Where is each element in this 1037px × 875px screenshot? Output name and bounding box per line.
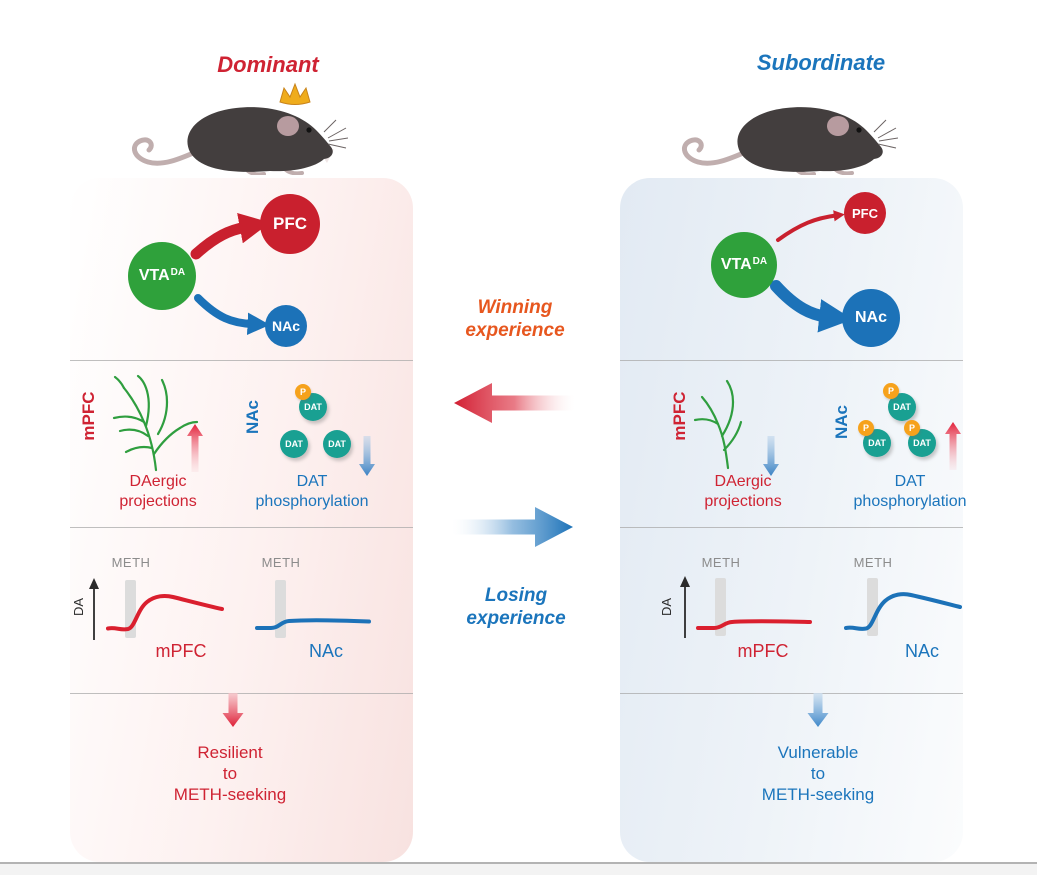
vta-label: VTA [138,267,170,284]
mpfc-region-label: mPFC [79,391,98,441]
meth-label: METH [111,555,151,570]
dat-molecule: DAT [888,393,916,421]
dat-molecule: DAT [280,430,308,458]
nac-graph-label: NAc [308,641,343,661]
pfc-circle: PFC [844,192,886,234]
decrease-arrow-icon [359,436,375,476]
meth-label: METH [853,555,893,570]
daergic-caption: DAergic projections [119,473,197,510]
daergic-caption: DAergic projections [704,473,782,510]
section-divider [620,360,963,361]
section-divider [620,693,963,694]
vta-superscript: DA [170,266,186,278]
outcome-text: Resilient to METH-seeking [173,743,287,804]
meth-injection-bar [125,580,136,638]
da-axis-label: DA [659,597,674,617]
winning-experience-label: Winning experience [465,297,565,341]
nac-circle: NAc [842,289,900,347]
dominant-mouse-icon [131,82,348,175]
vta-to-nac-arrow [770,280,853,333]
bottom-border-line [0,862,1037,864]
vta-superscript: DA [752,255,768,267]
crown-icon [279,82,311,105]
vta-to-nac-arrow [194,294,270,335]
outcome-arrow-icon [807,693,829,727]
nac-da-trace-low [255,618,371,630]
section-divider [70,360,413,361]
increase-arrow-icon [187,424,203,472]
nac-region-label: NAc [243,400,262,435]
winning-arrow-left-icon [454,383,575,423]
circuit-arrows [770,210,853,333]
subordinate-mouse-icon [681,107,898,175]
subordinate-title: Subordinate [756,50,886,75]
vta-to-pfc-arrow [190,213,271,260]
da-axis-label: DA [71,597,86,617]
nac-da-trace-high [844,592,962,631]
dense-dendrites-icon [112,374,199,472]
dat-molecule: DAT [863,429,891,457]
subordinate-panel: VTA DA PFC NAc mPFC DAergic projections N… [620,178,966,862]
section-divider [620,527,963,528]
phospho-badge: P [295,384,311,400]
section-divider [70,527,413,528]
section-divider [70,693,413,694]
phospho-badge: P [883,383,899,399]
losing-experience-label: Losing experience [466,585,566,629]
phospho-badge: P [858,420,874,436]
da-axis-arrow-icon [680,576,690,638]
dat-molecule: DAT [323,430,351,458]
mpfc-graph-label: mPFC [155,641,207,661]
sparse-dendrites-icon [693,379,743,470]
mpfc-da-trace-high [106,593,224,632]
meth-injection-bar [867,578,878,636]
mpfc-graph-label: mPFC [737,641,789,661]
nac-region-label: NAc [832,405,851,440]
vta-to-pfc-arrow [776,210,845,242]
outcome-text: Vulnerable to METH-seeking [761,743,875,804]
da-axis-arrow-icon [89,578,99,640]
outcome-arrow-icon [222,693,244,727]
nac-graph-label: NAc [904,641,939,661]
bottom-strip [0,864,1037,875]
dat-phosphorylation-caption: DAT phosphorylation [255,473,369,510]
meth-label: METH [261,555,301,570]
mpfc-da-trace-low [696,619,812,630]
meth-injection-bar [715,578,726,636]
decrease-arrow-icon [763,436,779,476]
vta-circle: VTA DA [711,232,777,298]
dat-phosphorylation-caption: DAT phosphorylation [853,473,967,510]
circuit-arrows [190,213,271,335]
meth-label: METH [701,555,741,570]
vta-circle: VTA DA [128,242,196,310]
meth-injection-bar [275,580,286,638]
dominant-panel: VTA DA PFC NAc mPFC DAergic [70,178,413,862]
pfc-circle: PFC [260,194,320,254]
phospho-badge: P [904,420,920,436]
vta-label: VTA [720,256,752,273]
dominant-title: Dominant [217,52,319,77]
losing-arrow-right-icon [452,507,573,547]
increase-arrow-icon [945,422,961,470]
nac-circle: NAc [265,305,307,347]
